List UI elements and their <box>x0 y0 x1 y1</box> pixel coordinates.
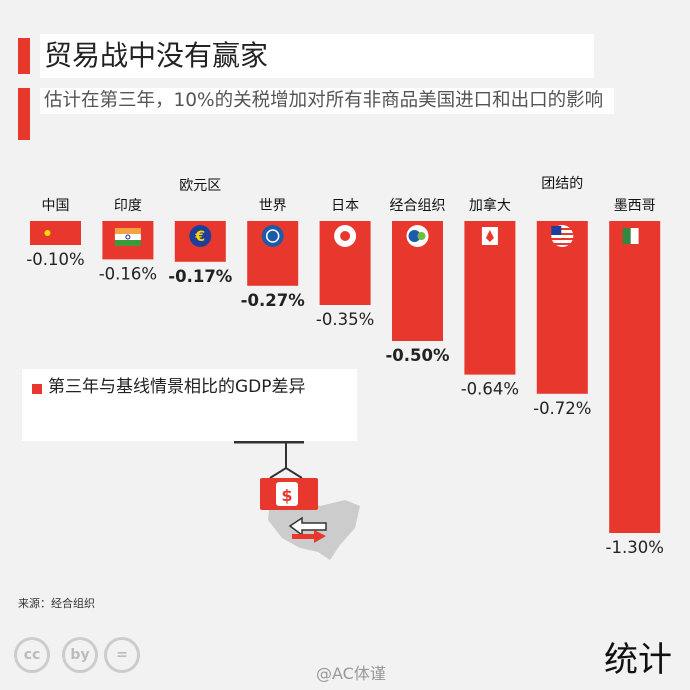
mexico-flag-icon <box>622 228 647 244</box>
oecd-blue <box>408 230 421 242</box>
chakra-icon <box>125 234 131 240</box>
dollar-box <box>276 482 298 506</box>
mexico-green <box>622 228 631 244</box>
china-flag-icon <box>44 230 51 236</box>
legend-swatch <box>32 384 42 394</box>
globe-icon <box>261 225 284 247</box>
trade-illustration: $ <box>234 440 360 560</box>
chart-title: 贸易战中没有赢家 <box>40 34 594 78</box>
value-label-3: -0.27% <box>241 291 306 310</box>
category-label-5: 经合组织 <box>390 198 446 214</box>
chart-subtitle: 估计在第三年，10%的关税增加对所有非商品美国进口和出口的影响 <box>40 88 614 114</box>
euro-sign: € <box>194 229 205 245</box>
euro-disc <box>189 225 212 247</box>
category-label-8: 墨西哥 <box>614 198 656 214</box>
usa-canton <box>551 226 562 235</box>
india-stripe-bottom <box>114 240 141 246</box>
arrow-right-icon <box>292 530 326 543</box>
title-accent-bar <box>18 38 30 74</box>
bar-6 <box>464 221 516 375</box>
legend-label: 第三年与基线情景相比的GDP差异 <box>48 377 306 397</box>
japan-sun <box>340 231 351 241</box>
usa-stripe <box>551 243 574 245</box>
star-icon <box>44 230 51 236</box>
india-stripe-top <box>114 228 141 234</box>
legend: 第三年与基线情景相比的GDP差异 <box>22 369 357 441</box>
bar-8 <box>609 221 661 533</box>
value-label-1: -0.16% <box>99 264 157 283</box>
value-label-6: -0.64% <box>461 380 519 399</box>
usa-stripe <box>551 233 574 235</box>
crane-hook-icon <box>269 466 303 479</box>
bar-7 <box>536 221 588 394</box>
by-icon: by <box>62 637 98 673</box>
value-label-5: -0.50% <box>385 346 450 365</box>
india-flag-icon <box>114 228 141 246</box>
oecd-green <box>417 232 426 240</box>
maple-leaf-icon <box>485 230 494 242</box>
category-label-0: 中国 <box>42 198 70 214</box>
category-label-1: 印度 <box>114 198 142 214</box>
euro-icon: € <box>189 225 212 247</box>
usa-stripe <box>551 238 574 240</box>
value-label-2: -0.17% <box>168 267 233 286</box>
category-label-3: 世界 <box>259 198 287 214</box>
watermark: @AC体谨 <box>316 664 386 683</box>
japan-flag-icon <box>334 225 357 247</box>
brand-logo: 统计 <box>604 640 672 680</box>
bar-0 <box>30 221 81 245</box>
india-stripe-mid <box>114 234 141 240</box>
value-label-7: -0.72% <box>533 399 591 418</box>
globe-disc <box>261 225 284 247</box>
mexico-red <box>638 228 647 244</box>
oecd-icon <box>406 225 429 247</box>
source-note: 来源：经合组织 <box>18 597 95 610</box>
usa-stripe <box>551 228 574 230</box>
category-label-6: 加拿大 <box>469 197 511 214</box>
cc-icon: cc <box>14 637 50 673</box>
subtitle-accent-bar <box>18 88 30 140</box>
value-label-0: -0.10% <box>26 250 84 269</box>
mexico-white <box>630 228 639 244</box>
usa-flag-icon <box>551 225 574 247</box>
category-label-4: 日本 <box>331 198 359 214</box>
category-label-2: 欧元区 <box>179 178 221 194</box>
globe-ring <box>265 229 280 243</box>
value-label-8: -1.30% <box>606 538 664 557</box>
canada-flag-icon <box>481 227 498 245</box>
category-label-7: 团结的 <box>541 176 583 192</box>
dollar-icon: $ <box>281 486 292 505</box>
equal-icon: = <box>104 637 140 673</box>
value-label-4: -0.35% <box>316 310 374 329</box>
